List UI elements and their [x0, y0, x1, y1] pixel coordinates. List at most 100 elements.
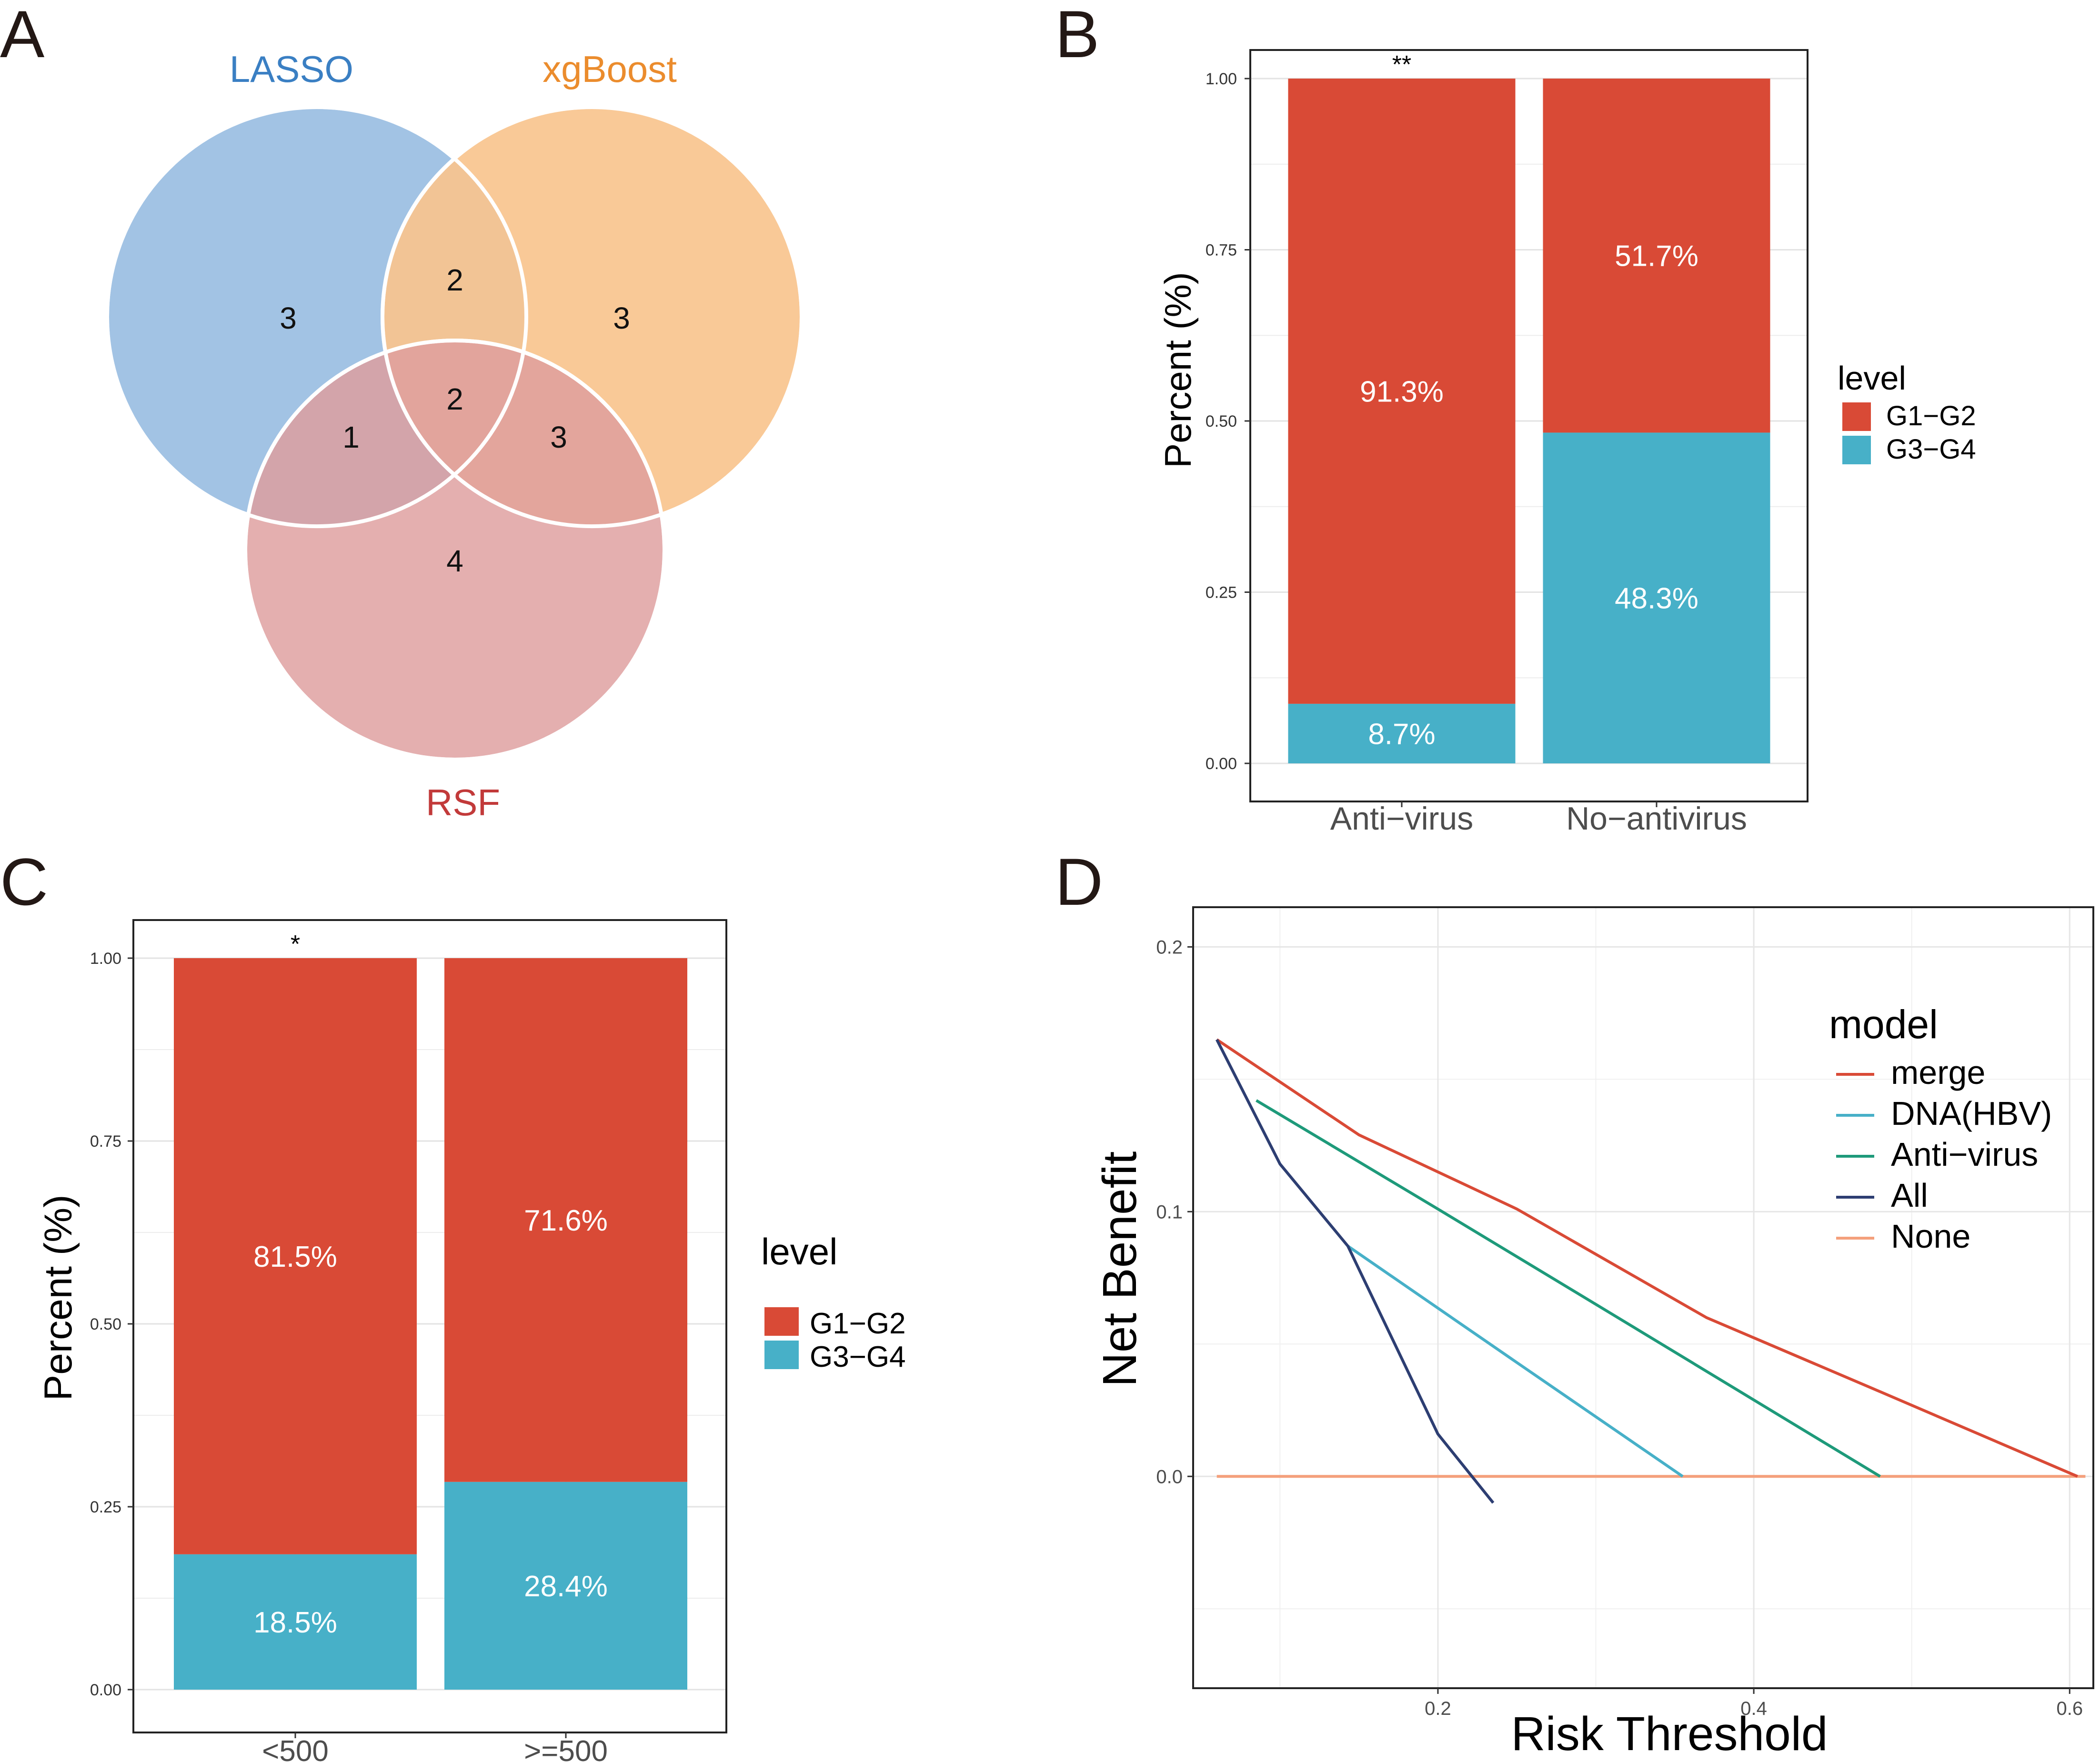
legend-b: level G1−G2 G3−G4: [1838, 360, 1976, 465]
y-tick-b-2: 0.50: [1206, 412, 1237, 430]
panel-c: C 18.5% 81.5% 28.4% 71.6% 0.00 0.25 0.50…: [0, 844, 906, 1762]
y-axis-b: 0.00 0.25 0.50 0.75 1.00: [1206, 70, 1250, 773]
x-axis-d: 0.2 0.4 0.6: [1425, 1688, 2083, 1719]
series-line-anti-virus: [1256, 1099, 1881, 1478]
series-line-dna-hbv: [1347, 1245, 1684, 1478]
panel-d: D 0.0 0.1 0.2 0.2 0.4 0.6 Risk Threshold: [1055, 844, 2094, 1761]
bar-c-lt500-g1g2: [174, 958, 417, 1554]
y-tick-b-1: 0.25: [1206, 584, 1237, 602]
legend-c-label-g3g4: G3−G4: [810, 1341, 906, 1373]
x-axis-c: <500 >=500: [262, 1732, 608, 1762]
legend-c: level G1−G2 G3−G4: [761, 1231, 906, 1373]
y-tick-d-0: 0.0: [1156, 1466, 1183, 1487]
significance-c: *: [291, 931, 300, 958]
y-axis-label-d: Net Benefit: [1093, 1151, 1146, 1387]
legend-d: model merge DNA(HBV) Anti−virus All None: [1829, 1002, 2052, 1255]
bar-labels-c: 18.5% 81.5% 28.4% 71.6%: [253, 1204, 608, 1639]
significance-b: **: [1392, 51, 1411, 79]
bar-b-no-antivirus-g3g4: [1543, 432, 1770, 763]
y-tick-b-3: 0.75: [1206, 241, 1237, 260]
y-axis-d: 0.0 0.1 0.2: [1156, 937, 1193, 1487]
venn-label-rsf: RSF: [426, 781, 500, 823]
y-axis-label-b: Percent (%): [1157, 272, 1199, 468]
venn-count-all-three: 2: [446, 382, 463, 416]
legend-b-swatch-g3g4: [1842, 436, 1871, 464]
x-axis-label-d: Risk Threshold: [1511, 1707, 1828, 1761]
bars-c: [174, 958, 687, 1690]
y-tick-c-1: 0.25: [90, 1498, 121, 1516]
venn-count-xgboost-rsf: 3: [550, 420, 567, 454]
bar-b-anti-virus-g1g2-label: 91.3%: [1360, 375, 1444, 408]
legend-b-swatch-g1g2: [1842, 402, 1871, 431]
legend-b-title: level: [1838, 360, 1906, 397]
grid-d: [1193, 907, 2093, 1688]
series-line-all: [1216, 1039, 1495, 1504]
legend-d-title: model: [1829, 1002, 1938, 1047]
y-tick-b-4: 1.00: [1206, 70, 1237, 88]
panel-d-letter: D: [1055, 844, 1103, 919]
series-line-merge: [1216, 1038, 2078, 1478]
bar-b-anti-virus-g1g2: [1288, 79, 1516, 704]
y-tick-d-1: 0.1: [1156, 1201, 1183, 1222]
x-tick-d-0: 0.2: [1425, 1698, 1451, 1719]
bars-b: [1288, 79, 1770, 763]
legend-d-label-none: None: [1891, 1218, 1970, 1255]
legend-d-label-merge: merge: [1891, 1054, 1985, 1091]
legend-c-swatch-g3g4: [764, 1341, 799, 1369]
bar-c-lt500-g3g4-label: 18.5%: [253, 1606, 337, 1639]
venn-overlap-outline: [105, 105, 804, 761]
legend-d-label-dna-hbv: DNA(HBV): [1891, 1095, 2052, 1132]
y-tick-b-0: 0.00: [1206, 755, 1237, 773]
x-axis-b: Anti−virus No−antivirus: [1330, 801, 1747, 837]
venn-count-xgboost-only: 3: [613, 301, 630, 335]
bar-c-lt500-g3g4: [174, 1554, 417, 1690]
bar-chart-b: 8.7% 91.3% 48.3% 51.7% 0.00 0.25 0.50 0.…: [1157, 49, 1976, 837]
x-tick-d-1: 0.4: [1740, 1698, 1767, 1719]
y-axis-label-c: Percent (%): [37, 1195, 80, 1401]
venn-label-lasso: LASSO: [230, 48, 353, 90]
panel-b: B 8.7% 91.3% 48.3% 51.7% 0.00 0.25 0.50 …: [1055, 0, 1976, 837]
venn-label-xgboost: xgBoost: [543, 48, 677, 90]
bar-c-ge500-g3g4-label: 28.4%: [524, 1570, 608, 1603]
y-tick-c-0: 0.00: [90, 1681, 121, 1699]
legend-d-label-all: All: [1891, 1177, 1928, 1214]
y-tick-c-4: 1.00: [90, 950, 121, 968]
venn-count-lasso-rsf: 1: [342, 420, 360, 454]
x-tick-c-1: >=500: [524, 1735, 608, 1762]
bar-c-ge500-g3g4: [444, 1482, 687, 1690]
bar-b-no-antivirus-g1g2: [1543, 79, 1770, 433]
bar-c-lt500-g1g2-label: 81.5%: [253, 1241, 337, 1273]
legend-c-label-g1g2: G1−G2: [810, 1307, 906, 1340]
bar-b-no-antivirus-g3g4-label: 48.3%: [1615, 582, 1698, 615]
panel-a-letter: A: [0, 0, 45, 71]
legend-c-swatch-g1g2: [764, 1307, 799, 1336]
x-tick-c-0: <500: [262, 1735, 329, 1762]
panel-b-letter: B: [1055, 0, 1099, 71]
panel-a: A LASSO xgBoost RSF 3 2 3 2 1 3 4: [0, 0, 804, 823]
venn-count-rsf-only: 4: [446, 544, 463, 578]
bar-b-anti-virus-g3g4: [1288, 703, 1516, 763]
venn-count-lasso-only: 3: [280, 301, 297, 335]
panel-c-letter: C: [0, 844, 48, 919]
legend-d-label-anti-virus: Anti−virus: [1891, 1136, 2038, 1173]
x-tick-d-2: 0.6: [2056, 1698, 2083, 1719]
y-tick-d-2: 0.2: [1156, 937, 1183, 958]
line-chart-d: 0.0 0.1 0.2 0.2 0.4 0.6 Risk Threshold N…: [1093, 906, 2094, 1761]
bar-c-ge500-g1g2-label: 71.6%: [524, 1204, 608, 1237]
legend-b-label-g3g4: G3−G4: [1886, 434, 1976, 465]
y-tick-c-3: 0.75: [90, 1132, 121, 1151]
bar-labels-b: 8.7% 91.3% 48.3% 51.7%: [1360, 240, 1698, 751]
plot-frame-b: [1249, 49, 1809, 802]
bar-b-anti-virus-g3g4-label: 8.7%: [1368, 718, 1435, 751]
venn-count-lasso-xgboost: 2: [446, 263, 463, 297]
bar-c-ge500-g1g2: [444, 958, 687, 1482]
venn-diagram: [105, 105, 804, 761]
y-axis-c: 0.00 0.25 0.50 0.75 1.00: [90, 950, 133, 1699]
plot-frame-c: [132, 919, 727, 1733]
legend-b-label-g1g2: G1−G2: [1886, 400, 1976, 431]
legend-c-title: level: [761, 1231, 837, 1272]
bar-b-no-antivirus-g1g2-label: 51.7%: [1615, 240, 1698, 273]
y-tick-c-2: 0.50: [90, 1315, 121, 1333]
bar-chart-c: 18.5% 81.5% 28.4% 71.6% 0.00 0.25 0.50 0…: [37, 919, 906, 1762]
